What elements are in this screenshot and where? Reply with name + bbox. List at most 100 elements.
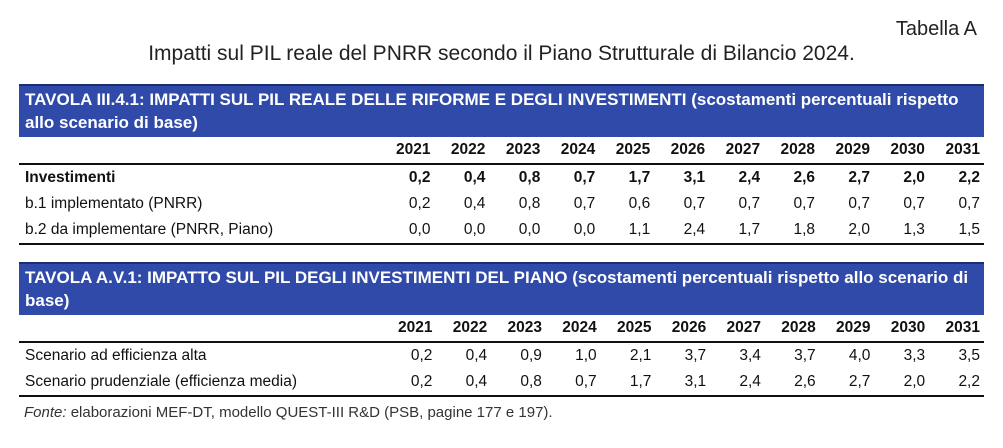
cell-value: 0,7 — [903, 195, 925, 212]
table-row: b.2 da implementare (PNRR, Piano) 0,0 0,0 0… — [19, 217, 984, 245]
cell-value: 2,4 — [654, 217, 710, 245]
table-block-2: TAVOLA A.V.1: IMPATTO SUL PIL DEGLI INVE… — [19, 262, 984, 397]
year-header-2030: 2030 — [873, 137, 929, 165]
cell-value: 0,2 — [381, 369, 437, 397]
year-header-2028: 2028 — [764, 315, 820, 343]
cell-value: 1,5 — [928, 217, 984, 245]
cell-value: 2,7 — [848, 169, 870, 186]
table-2-title-bold: TAVOLA A.V.1: IMPATTO SUL PIL DEGLI INVE… — [25, 268, 568, 287]
cell-value: 2,6 — [764, 369, 820, 397]
source-text: elaborazioni MEF-DT, modello QUEST-III R… — [66, 404, 553, 421]
cell-value: 2,7 — [819, 369, 875, 397]
table-1-header-blank — [19, 137, 380, 165]
year-header-2022: 2022 — [434, 137, 490, 165]
cell-value: 2,0 — [819, 217, 874, 245]
table-2-body: Scenario ad efficienza alta 0,2 0,4 0,9 1,0 2… — [19, 342, 984, 397]
source-note: Fonte: elaborazioni MEF-DT, modello QUES… — [24, 404, 553, 421]
table-tag: Tabella A — [895, 18, 977, 40]
year-header-2031: 2031 — [929, 315, 984, 343]
page-subtitle: Impatti sul PIL reale del PNRR secondo i… — [148, 42, 855, 65]
year-header-2025: 2025 — [599, 137, 655, 165]
table-row: Investimenti 0,2 0,4 0,8 0,7 1,7 3,1 2,4 2,6 2,7 2… — [19, 164, 984, 191]
table-row: b.1 implementato (PNRR) 0,2 0,4 0,8 0,7 0,6 0,… — [19, 191, 984, 217]
cell-value: 0,8 — [518, 169, 541, 186]
table-1-header-row: 2021 2022 2023 2024 2025 2026 2027 2028 2029 2030… — [19, 137, 984, 165]
cell-value: 0,6 — [628, 195, 651, 212]
cell-value: 0,4 — [463, 169, 486, 186]
table-1-title: TAVOLA III.4.1: IMPATTI SUL PIL REALE DE… — [19, 84, 984, 137]
cell-value: 3,3 — [903, 347, 926, 364]
year-header-2027: 2027 — [710, 315, 765, 343]
cell-value: 0,7 — [738, 195, 761, 212]
row-label: Scenario prudenziale (efficienza media) — [19, 369, 382, 397]
cell-value: 1,3 — [873, 217, 929, 245]
cell-value: 0,4 — [436, 369, 492, 397]
cell-value: 3,4 — [739, 347, 761, 364]
cell-value: 3,1 — [683, 169, 706, 186]
year-header-2022: 2022 — [436, 315, 492, 343]
cell-value: 0,4 — [463, 195, 486, 212]
year-header-2029: 2029 — [819, 315, 875, 343]
cell-value: 0,0 — [489, 217, 545, 245]
cell-value: 2,2 — [929, 369, 984, 397]
cell-value: 3,7 — [684, 347, 707, 364]
cell-value: 1,1 — [599, 217, 655, 245]
year-header-2028: 2028 — [764, 137, 820, 165]
cell-value: 1,7 — [628, 169, 651, 186]
table-block-1: TAVOLA III.4.1: IMPATTI SUL PIL REALE DE… — [19, 84, 984, 245]
table-2: 2021 2022 2023 2024 2025 2026 2027 2028 2029 2030… — [19, 315, 984, 397]
table-row: Scenario prudenziale (efficienza media) 0… — [19, 369, 984, 397]
table-1: 2021 2022 2023 2024 2025 2026 2027 2028 2029 2030… — [19, 137, 984, 245]
cell-value: 0,0 — [434, 217, 490, 245]
cell-value: 0,0 — [544, 217, 600, 245]
cell-value: 2,4 — [738, 169, 761, 186]
cell-value: 2,1 — [629, 347, 652, 364]
year-header-2026: 2026 — [654, 137, 710, 165]
year-header-2021: 2021 — [379, 137, 435, 165]
cell-value: 0,7 — [573, 195, 596, 212]
year-header-2027: 2027 — [709, 137, 765, 165]
row-label: Scenario ad efficienza alta — [25, 347, 207, 364]
cell-value: 1,8 — [764, 217, 820, 245]
year-header-2025: 2025 — [600, 315, 656, 343]
cell-value: 0,0 — [379, 217, 435, 245]
cell-value: 3,1 — [655, 369, 711, 397]
cell-value: 3,7 — [794, 347, 816, 364]
year-header-2030: 2030 — [874, 315, 930, 343]
year-header-2026: 2026 — [655, 315, 711, 343]
cell-value: 2,2 — [958, 169, 980, 186]
cell-value: 0,7 — [545, 369, 601, 397]
cell-value: 0,2 — [410, 347, 433, 364]
cell-value: 0,7 — [793, 195, 816, 212]
table-1-title-rest: (scostamenti percentuali rispetto allo s… — [25, 90, 959, 132]
cell-value: 0,7 — [683, 195, 706, 212]
cell-value: 3,5 — [958, 347, 980, 364]
year-header-2031: 2031 — [928, 137, 984, 165]
cell-value: 1,0 — [575, 347, 597, 364]
table-2-header-row: 2021 2022 2023 2024 2025 2026 2027 2028 2029 2030… — [19, 315, 984, 343]
year-header-2029: 2029 — [819, 137, 874, 165]
cell-value: 1,7 — [709, 217, 765, 245]
cell-value: 0,7 — [958, 195, 980, 212]
cell-value: 0,2 — [408, 195, 431, 212]
cell-value: 0,8 — [518, 195, 541, 212]
year-header-2021: 2021 — [381, 315, 437, 343]
cell-value: 0,4 — [465, 347, 488, 364]
table-1-body: Investimenti 0,2 0,4 0,8 0,7 1,7 3,1 2,4 2,6 2,7 2… — [19, 164, 984, 245]
table-2-header-blank — [19, 315, 382, 343]
year-header-2024: 2024 — [545, 315, 601, 343]
year-header-2024: 2024 — [544, 137, 600, 165]
cell-value: 0,7 — [848, 195, 870, 212]
cell-value: 0,7 — [573, 169, 596, 186]
table-1-title-bold: TAVOLA III.4.1: IMPATTI SUL PIL REALE DE… — [25, 90, 687, 109]
cell-value: 4,0 — [848, 347, 871, 364]
table-2-title-rest: (scostamenti percentuali rispetto allo s… — [25, 268, 969, 310]
source-lead: Fonte: — [24, 404, 67, 421]
row-label: b.1 implementato (PNRR) — [25, 195, 203, 212]
table-2-title: TAVOLA A.V.1: IMPATTO SUL PIL DEGLI INVE… — [19, 262, 984, 315]
cell-value: 0,2 — [408, 169, 431, 186]
cell-value: 0,8 — [491, 369, 546, 397]
year-header-2023: 2023 — [491, 315, 546, 343]
year-header-2023: 2023 — [489, 137, 545, 165]
row-label: Investimenti — [25, 169, 116, 186]
